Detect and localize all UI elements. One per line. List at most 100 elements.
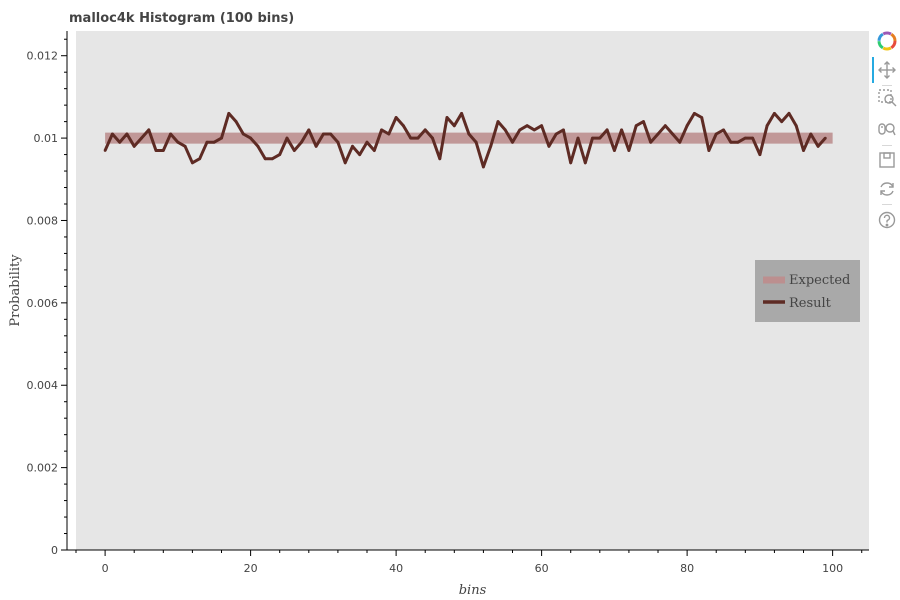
y-tick-label: 0.002 [27, 462, 59, 475]
result-data-point [794, 124, 798, 128]
result-data-point [198, 157, 202, 161]
result-data-point [212, 140, 216, 144]
result-data-point [787, 112, 791, 115]
result-data-point [125, 132, 129, 136]
result-data-point [300, 140, 303, 144]
result-data-point [663, 124, 667, 128]
toolbar-divider [882, 145, 892, 146]
result-data-point [511, 140, 514, 144]
result-data-point [671, 132, 674, 136]
help-icon[interactable] [876, 209, 898, 231]
result-data-point [598, 136, 602, 140]
result-data-point [656, 132, 660, 136]
result-data-point [518, 128, 522, 132]
result-data-point [707, 149, 711, 152]
result-data-point [714, 132, 718, 136]
result-data-point [642, 120, 645, 123]
result-data-point [234, 120, 238, 123]
result-data-point [736, 140, 740, 144]
result-data-point [169, 132, 173, 136]
x-tick-label: 100 [822, 562, 843, 575]
y-tick-label: 0 [51, 544, 58, 557]
result-data-point [365, 140, 369, 144]
result-data-point [314, 144, 318, 148]
result-data-point [285, 136, 289, 140]
result-data-point [591, 136, 594, 140]
result-data-point [751, 136, 754, 140]
result-data-point [409, 136, 413, 140]
result-data-point [307, 128, 311, 132]
result-data-point [700, 116, 704, 119]
result-data-point [329, 132, 332, 136]
bokeh-logo-icon[interactable] [876, 30, 898, 52]
save-icon[interactable] [876, 149, 898, 171]
y-tick-label: 0.008 [27, 214, 59, 227]
result-data-point [416, 136, 420, 140]
result-data-point [394, 116, 398, 119]
result-data-point [613, 149, 616, 152]
result-data-point [322, 132, 325, 136]
chart-title: malloc4k Histogram (100 bins) [69, 11, 294, 26]
y-axis-label: Probability [8, 254, 23, 327]
result-data-point [343, 161, 347, 165]
y-tick-label: 0.006 [27, 297, 59, 310]
x-tick-label: 60 [535, 562, 549, 575]
y-tick-label: 0.004 [27, 379, 59, 392]
result-data-point [380, 128, 383, 132]
result-data-point [569, 161, 573, 165]
result-data-point [292, 149, 296, 152]
result-data-point [402, 124, 405, 128]
result-data-point [496, 120, 500, 123]
result-data-point [540, 124, 543, 128]
result-data-point [583, 161, 587, 165]
result-data-point [722, 128, 725, 132]
x-tick-label: 0 [102, 562, 109, 575]
result-data-point [765, 124, 769, 128]
result-data-point [176, 140, 180, 144]
legend-box [755, 260, 860, 322]
plot-area[interactable] [76, 31, 869, 550]
result-data-point [729, 140, 733, 144]
y-tick-label: 0.012 [27, 50, 59, 63]
legend: Expected Result [755, 260, 860, 322]
result-data-point [191, 161, 194, 165]
result-data-point [823, 136, 827, 140]
result-data-point [351, 144, 354, 148]
result-data-point [605, 128, 609, 132]
result-data-point [438, 157, 442, 161]
legend-label-result: Result [789, 296, 832, 311]
result-data-point [154, 149, 158, 152]
result-data-point [271, 157, 274, 161]
result-data-point [816, 144, 820, 148]
result-data-point [147, 128, 151, 132]
result-data-point [336, 140, 340, 144]
toolbar-divider [882, 85, 892, 86]
active-tool-indicator [872, 57, 874, 83]
toolbar-divider [882, 204, 892, 205]
result-data-point [482, 165, 485, 169]
box-zoom-icon[interactable] [876, 87, 898, 109]
result-data-point [467, 132, 471, 136]
result-data-point [241, 132, 245, 136]
wheel-zoom-icon[interactable] [876, 119, 898, 141]
x-tick-label: 80 [680, 562, 694, 575]
result-data-point [460, 112, 463, 115]
result-data-point [423, 128, 427, 132]
result-data-point [220, 136, 223, 140]
result-data-point [489, 144, 493, 148]
result-data-point [634, 124, 638, 128]
result-data-point [620, 128, 623, 132]
result-data-point [576, 136, 580, 140]
result-data-point [183, 144, 187, 148]
result-data-point [503, 128, 507, 132]
reset-icon[interactable] [876, 178, 898, 200]
result-data-point [532, 128, 536, 132]
pan-icon[interactable] [876, 59, 898, 81]
result-data-point [525, 124, 529, 128]
result-data-point [678, 140, 682, 144]
result-data-point [773, 112, 776, 115]
result-data-point [802, 149, 805, 152]
result-data-point [118, 140, 122, 144]
result-data-point [554, 132, 558, 136]
